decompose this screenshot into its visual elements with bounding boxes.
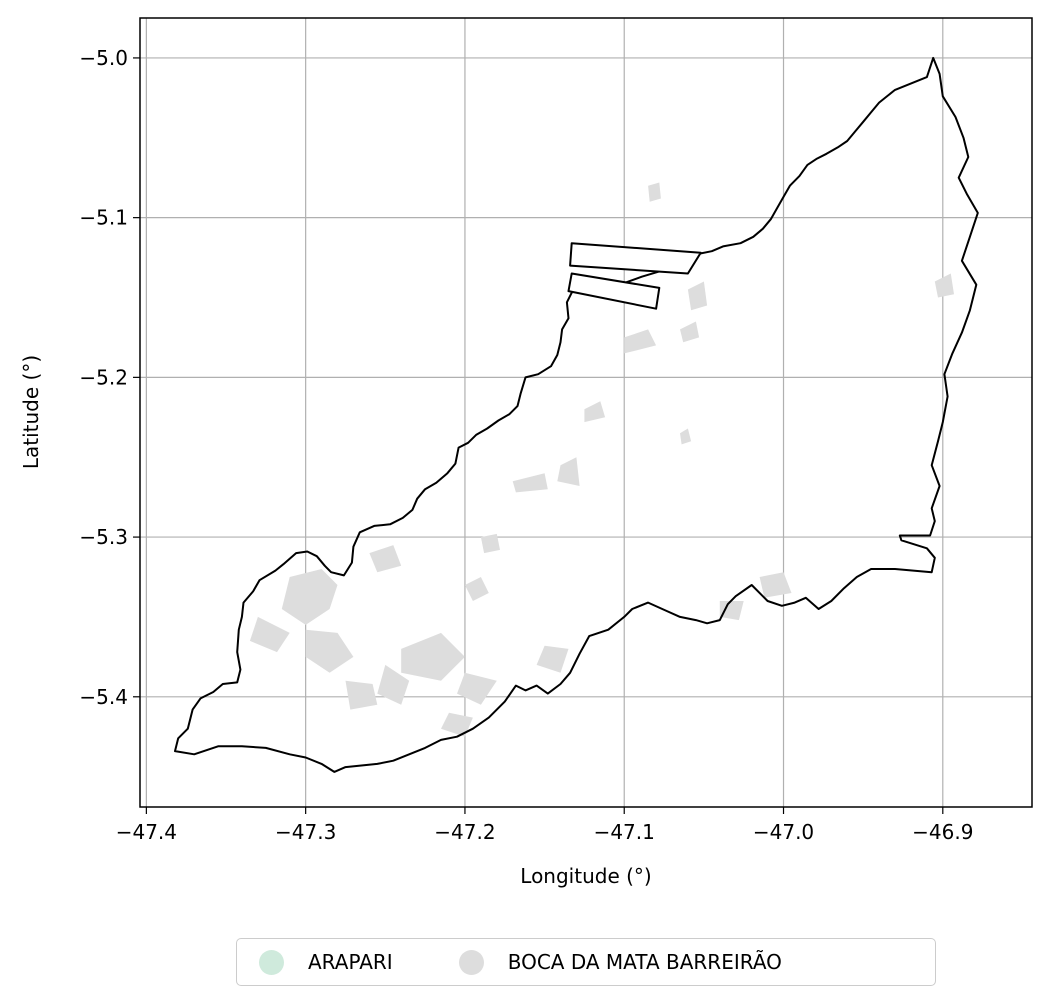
forest-patch — [480, 533, 500, 554]
x-tick-label: −47.2 — [434, 820, 495, 844]
forest-patch — [934, 273, 954, 298]
map-chart: −47.4 −47.3 −47.2 −47.1 −47.0 −46.9 −5.0 −5.1 −5… — [19, 17, 1033, 888]
forest-patch — [536, 645, 569, 673]
grid-lines — [140, 18, 1032, 807]
forest-patch — [719, 601, 744, 621]
forest-patch — [648, 182, 661, 202]
x-axis-label: Longitude (°) — [520, 864, 651, 888]
y-tick-label: −5.0 — [79, 46, 128, 70]
y-axis-label: Latitude (°) — [19, 355, 43, 469]
forest-patch — [369, 545, 402, 573]
forest-patch — [401, 632, 465, 681]
legend-marker-boca-da-mata — [458, 949, 484, 975]
forest-patch — [680, 321, 700, 343]
forest-patch — [457, 672, 497, 705]
territory-outline — [174, 56, 979, 773]
x-tick-label: −47.3 — [275, 820, 336, 844]
y-tick-label: −5.4 — [79, 685, 128, 709]
forest-patch — [624, 329, 657, 354]
forest-patch — [464, 577, 489, 601]
forest-patch — [441, 712, 473, 737]
y-tick-label: −5.3 — [79, 525, 128, 549]
x-tick-label: −47.4 — [116, 820, 177, 844]
forest-patch — [687, 281, 708, 311]
axis-ticks: −47.4 −47.3 −47.2 −47.1 −47.0 −46.9 −5.0 −5.1 −5… — [79, 46, 973, 844]
legend: ARAPARI BOCA DA MATA BARREIRÃO — [236, 938, 936, 986]
legend-label-boca-da-mata: BOCA DA MATA BARREIRÃO — [507, 950, 782, 974]
excluded-strip — [569, 242, 702, 275]
forest-patch — [759, 572, 792, 598]
legend-label-arapari: ARAPARI — [308, 950, 393, 974]
forest-patch — [377, 664, 410, 705]
y-tick-label: −5.2 — [79, 365, 128, 389]
forest-patch — [249, 616, 290, 653]
forest-patch — [305, 629, 354, 673]
territory-boundary — [174, 56, 979, 773]
legend-item-boca-da-mata: BOCA DA MATA BARREIRÃO — [458, 949, 782, 975]
forest-patch — [680, 428, 692, 445]
x-tick-label: −47.0 — [753, 820, 814, 844]
x-tick-label: −46.9 — [912, 820, 973, 844]
x-tick-label: −47.1 — [594, 820, 655, 844]
plot-frame — [139, 17, 1033, 808]
forest-patch — [345, 680, 378, 710]
forest-patch — [281, 569, 338, 625]
y-tick-label: −5.1 — [79, 206, 128, 230]
legend-marker-arapari — [259, 949, 284, 975]
excluded-strip — [567, 272, 661, 310]
forest-patch — [512, 473, 548, 493]
legend-item-arapari: ARAPARI — [259, 949, 393, 975]
forest-patches — [249, 182, 954, 737]
forest-patch — [557, 457, 580, 486]
forest-patch — [584, 401, 606, 423]
